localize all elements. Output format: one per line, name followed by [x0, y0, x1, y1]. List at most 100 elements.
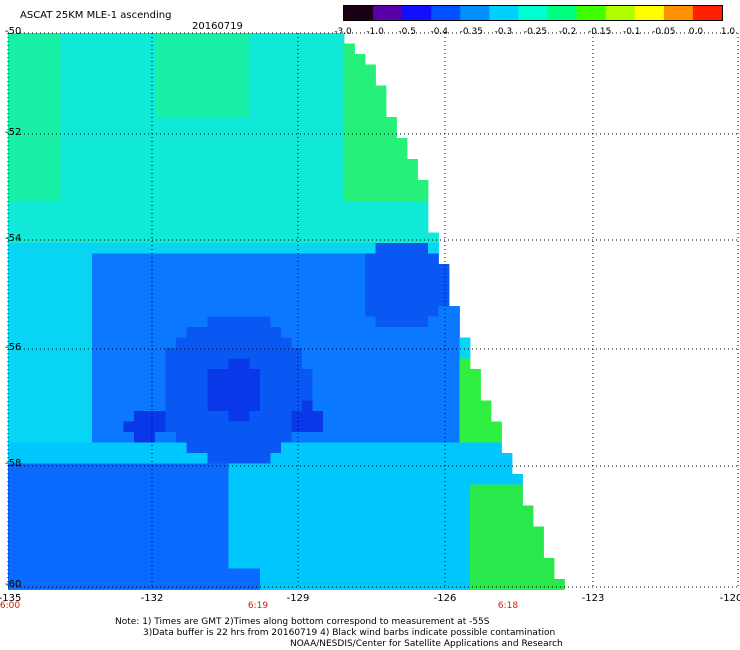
data-cell [302, 369, 313, 380]
data-cell [344, 306, 355, 317]
data-cell [102, 411, 114, 422]
data-cell [60, 211, 72, 223]
data-cell [302, 579, 313, 590]
data-cell [102, 537, 114, 548]
data-cell [270, 148, 282, 160]
data-cell [155, 295, 166, 307]
data-cell [123, 547, 135, 559]
data-cell [386, 201, 397, 212]
data-cell [144, 295, 156, 307]
data-cell [207, 264, 219, 275]
data-cell [512, 484, 523, 496]
data-cell [533, 568, 544, 580]
data-cell [323, 474, 334, 485]
data-cell [386, 159, 397, 170]
data-cell [365, 337, 376, 349]
data-cell [344, 169, 355, 181]
note-line: NOAA/NESDIS/Center for Satellite Applica… [290, 639, 563, 649]
data-cell [102, 96, 114, 107]
data-cell [81, 411, 93, 422]
data-cell [218, 64, 229, 76]
data-cell [365, 117, 376, 128]
data-cell [50, 106, 61, 118]
data-cell [123, 253, 135, 265]
data-cell [291, 432, 303, 443]
data-cell [123, 295, 135, 307]
data-cell [144, 327, 156, 338]
data-cell [113, 85, 124, 97]
data-cell [270, 211, 282, 223]
data-cell [218, 159, 229, 170]
data-cell [218, 348, 229, 359]
data-cell [113, 453, 124, 464]
data-cell [249, 337, 261, 349]
data-cell [197, 495, 208, 506]
data-cell [186, 64, 198, 76]
data-cell [218, 558, 229, 569]
data-cell [365, 442, 376, 454]
data-cell [134, 285, 145, 296]
data-cell [365, 411, 376, 422]
data-cell [323, 442, 334, 454]
data-cell [165, 547, 177, 559]
data-cell [50, 159, 61, 170]
data-cell [312, 369, 324, 380]
data-cell [92, 148, 103, 160]
data-cell [491, 505, 502, 517]
data-cell [8, 516, 19, 527]
data-cell [344, 85, 355, 97]
data-cell [102, 442, 114, 454]
product-title: ASCAT 25KM MLE-1 ascending [20, 10, 172, 21]
data-cell [260, 442, 271, 454]
data-cell [39, 505, 51, 517]
data-cell [29, 316, 40, 328]
data-cell [291, 547, 303, 559]
data-cell [323, 274, 334, 286]
data-cell [312, 390, 324, 401]
data-cell [29, 253, 40, 265]
data-cell [197, 505, 208, 517]
data-cell [8, 180, 19, 191]
data-cell [18, 505, 30, 517]
data-cell [312, 568, 324, 580]
data-cell [102, 327, 114, 338]
data-cell [60, 201, 72, 212]
data-cell [344, 243, 355, 254]
data-cell [260, 222, 271, 233]
data-cell [71, 369, 82, 380]
data-cell [438, 400, 450, 412]
data-cell [249, 495, 261, 506]
data-cell [344, 190, 355, 202]
data-cell [438, 442, 450, 454]
data-cell [60, 169, 72, 181]
data-cell [470, 568, 481, 580]
time-label: 6:00 [0, 601, 21, 611]
data-cell [239, 337, 250, 349]
data-cell [438, 516, 450, 527]
data-cell [123, 138, 135, 149]
data-cell [18, 33, 30, 44]
data-cell [165, 369, 177, 380]
data-cell [480, 421, 492, 433]
data-cell [438, 432, 450, 443]
data-cell [281, 54, 292, 65]
data-cell [291, 232, 303, 244]
product-date: 20160719 [192, 21, 243, 32]
data-cell [29, 537, 40, 548]
data-cell [291, 537, 303, 548]
data-cell [333, 190, 345, 202]
data-cell [113, 484, 124, 496]
data-cell [29, 463, 40, 475]
data-cell [155, 516, 166, 527]
data-cell [144, 463, 156, 475]
data-cell [417, 579, 429, 590]
data-cell [134, 327, 145, 338]
data-cell [270, 264, 282, 275]
data-cell [365, 400, 376, 412]
data-cell [449, 327, 460, 338]
data-cell [396, 285, 408, 296]
data-cell [270, 579, 282, 590]
data-cell [281, 495, 292, 506]
data-cell [123, 274, 135, 286]
data-cell [71, 432, 82, 443]
